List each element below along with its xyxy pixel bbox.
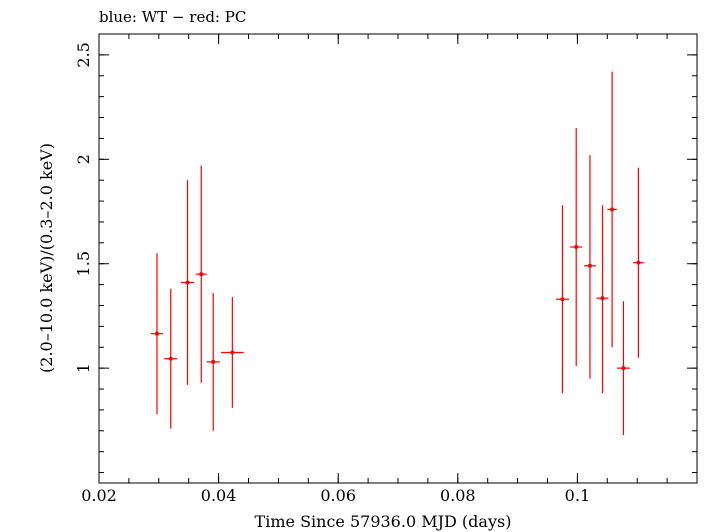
x-axis-label: Time Since 57936.0 MJD (days) (255, 512, 512, 531)
data-marker (600, 296, 605, 301)
x-tick-label: 0.04 (201, 486, 237, 505)
data-point (151, 253, 163, 415)
data-point (583, 155, 596, 379)
data-point (633, 167, 644, 358)
data-marker (185, 280, 190, 285)
tick-labels: 0.02 0.04 0.06 0.08 0.1 1 1.5 2 2.5 (74, 42, 590, 505)
data-point (555, 205, 570, 394)
data-marker (621, 366, 626, 371)
chart-title: blue: WT − red: PC (99, 8, 246, 26)
data-point (195, 165, 207, 383)
data-point (607, 71, 617, 348)
y-axis-label: (2.0–10.0 keV)/(0.3–2.0 keV) (37, 143, 56, 373)
data-marker (199, 272, 204, 277)
data-point (596, 205, 609, 394)
data-marker (230, 350, 235, 355)
y-tick-label: 2.5 (74, 42, 93, 67)
data-points (151, 71, 644, 435)
data-point (616, 301, 631, 435)
x-tick-label: 0.08 (440, 486, 476, 505)
x-tick-label: 0.1 (565, 486, 590, 505)
y-tick-label: 1 (74, 363, 93, 373)
x-tick-label: 0.02 (81, 486, 117, 505)
data-point (164, 288, 178, 429)
data-point (180, 180, 195, 385)
data-point (220, 297, 244, 408)
x-tick-label: 0.06 (320, 486, 356, 505)
axis-ticks (98, 33, 698, 483)
data-marker (168, 356, 173, 361)
data-point (570, 127, 583, 367)
data-marker (574, 245, 579, 250)
data-marker (155, 331, 160, 336)
y-tick-label: 2 (74, 154, 93, 164)
data-marker (211, 359, 216, 364)
data-marker (560, 297, 565, 302)
y-tick-label: 1.5 (74, 251, 93, 276)
data-point (206, 292, 220, 431)
data-marker (636, 260, 641, 265)
plot-frame (98, 33, 698, 484)
data-marker (610, 207, 615, 212)
data-marker (587, 263, 592, 268)
